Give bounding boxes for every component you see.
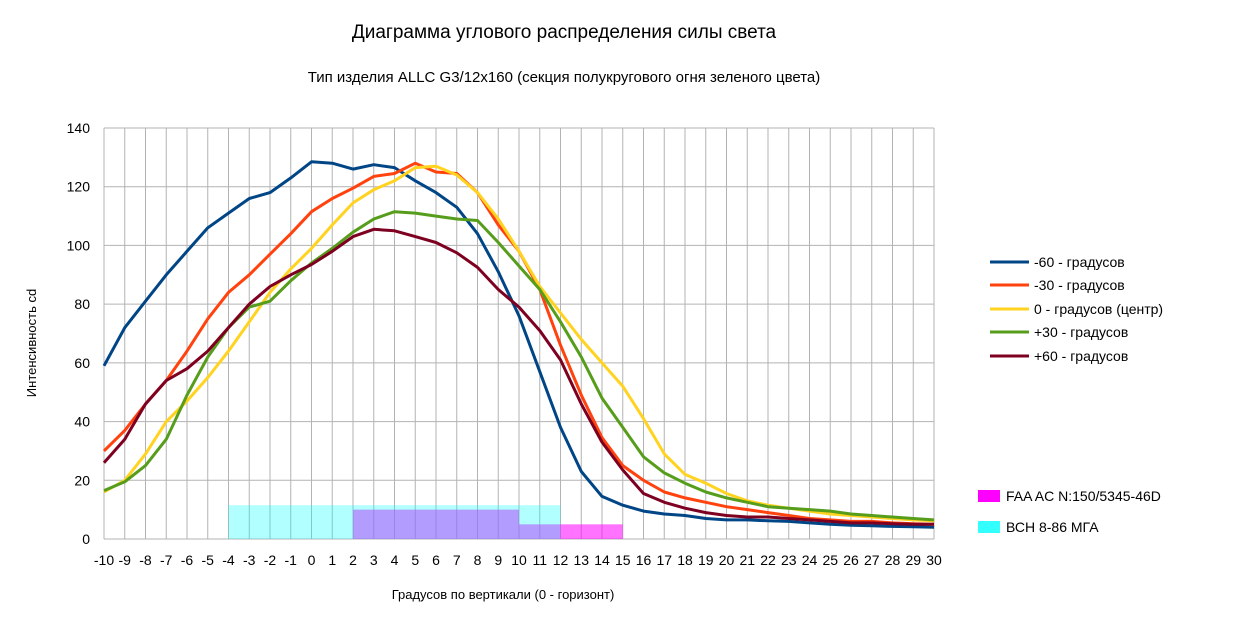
x-tick-label: 26 bbox=[843, 552, 859, 568]
x-tick-label: 8 bbox=[474, 552, 482, 568]
x-tick-label: -7 bbox=[160, 552, 173, 568]
legend-band-label-0: FAA AC N:150/5345-46D bbox=[1006, 488, 1161, 504]
x-tick-label: 20 bbox=[719, 552, 735, 568]
y-tick-label: 140 bbox=[67, 120, 91, 136]
x-tick-label: 12 bbox=[553, 552, 569, 568]
x-tick-label: 9 bbox=[494, 552, 502, 568]
legend: -60 - градусов -30 - градусов 0 - градусов… bbox=[978, 254, 1163, 535]
legend-label-0: -60 - градусов bbox=[1034, 254, 1125, 270]
x-tick-label: 11 bbox=[532, 552, 547, 568]
x-tick-label: 4 bbox=[391, 552, 399, 568]
x-axis-label: Градусов по вертикали (0 - горизонт) bbox=[392, 587, 615, 602]
series-lines bbox=[102, 160, 935, 529]
x-tick-label: -5 bbox=[202, 552, 215, 568]
band-faa-segment bbox=[353, 509, 519, 539]
x-tick-label: 3 bbox=[370, 552, 378, 568]
x-tick-label: 24 bbox=[802, 552, 818, 568]
x-tick-label: -9 bbox=[119, 552, 132, 568]
x-tick-label: 18 bbox=[677, 552, 693, 568]
series-line-0 bbox=[102, 160, 935, 529]
x-tick-label: 1 bbox=[328, 552, 336, 568]
x-tick-label: 6 bbox=[432, 552, 440, 568]
x-tick-label: 14 bbox=[594, 552, 610, 568]
x-tick-label: 5 bbox=[411, 552, 419, 568]
x-tick-label: -8 bbox=[139, 552, 152, 568]
x-tick-label: 19 bbox=[698, 552, 714, 568]
legend-band-swatch-0 bbox=[978, 490, 1000, 502]
legend-label-1: -30 - градусов bbox=[1034, 277, 1125, 293]
axes: -10 -9 -8 -7 -6 -5 -4 -3 -2 -1 0 1 2 3 4 5 6 7 8 9 10 11 12 13 1… bbox=[67, 120, 942, 568]
legend-label-4: +60 - градусов bbox=[1034, 348, 1128, 364]
y-tick-label: 40 bbox=[74, 414, 90, 430]
x-tick-label: 23 bbox=[781, 552, 797, 568]
x-tick-label: 25 bbox=[822, 552, 838, 568]
x-tick-label: 10 bbox=[511, 552, 527, 568]
series-line-4 bbox=[102, 227, 934, 526]
band-faa-segment bbox=[519, 524, 623, 539]
x-tick-label: 7 bbox=[453, 552, 461, 568]
chart-subtitle: Тип изделия ALLC G3/12x160 (секция полук… bbox=[308, 69, 821, 86]
x-tick-label: -3 bbox=[243, 552, 256, 568]
x-tick-label: -10 bbox=[94, 552, 114, 568]
x-tick-label: 30 bbox=[926, 552, 942, 568]
x-tick-label: 27 bbox=[864, 552, 880, 568]
bands bbox=[228, 505, 623, 539]
x-tick-label: 22 bbox=[760, 552, 776, 568]
x-tick-label: 28 bbox=[885, 552, 901, 568]
x-tick-label: 21 bbox=[739, 552, 755, 568]
x-tick-label: 13 bbox=[573, 552, 589, 568]
x-tick-label: 15 bbox=[615, 552, 631, 568]
x-tick-label: 29 bbox=[905, 552, 921, 568]
y-tick-label: 20 bbox=[74, 472, 90, 488]
x-tick-label: -4 bbox=[222, 552, 235, 568]
grid bbox=[103, 127, 935, 540]
x-tick-label: 2 bbox=[349, 552, 357, 568]
x-tick-label: 17 bbox=[656, 552, 672, 568]
y-tick-label: 100 bbox=[67, 237, 91, 253]
x-tick-label: -1 bbox=[285, 552, 298, 568]
x-tick-label: 0 bbox=[308, 552, 316, 568]
y-tick-label: 120 bbox=[67, 179, 91, 195]
legend-band-label-1: ВСН 8-86 МГА bbox=[1006, 519, 1099, 535]
y-tick-label: 0 bbox=[82, 531, 90, 547]
x-tick-label: -2 bbox=[264, 552, 277, 568]
chart-title: Диаграмма углового распределения силы св… bbox=[352, 22, 777, 43]
legend-label-2: 0 - градусов (центр) bbox=[1034, 301, 1163, 317]
y-axis-label: Интенсивность cd bbox=[24, 289, 39, 397]
y-tick-label: 80 bbox=[74, 296, 90, 312]
legend-label-3: +30 - градусов bbox=[1034, 324, 1128, 340]
legend-band-swatch-1 bbox=[978, 521, 1000, 533]
x-tick-label: -6 bbox=[181, 552, 194, 568]
y-tick-label: 60 bbox=[74, 355, 90, 371]
x-tick-label: 16 bbox=[636, 552, 652, 568]
band-vsn-segment bbox=[228, 505, 561, 539]
